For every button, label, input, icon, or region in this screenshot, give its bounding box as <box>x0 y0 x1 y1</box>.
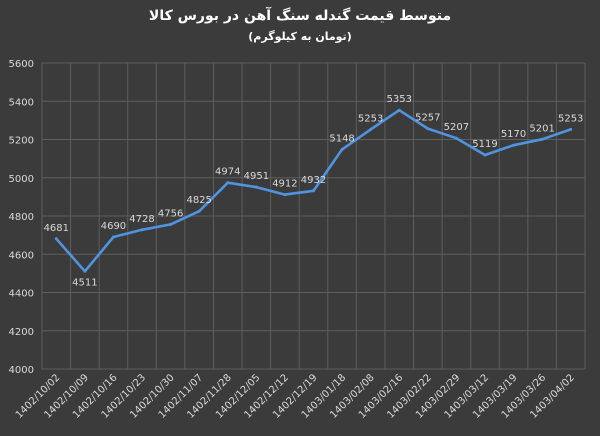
data-label: 4681 <box>44 223 69 234</box>
data-point <box>454 136 458 140</box>
chart-subtitle: (تومان به کیلوگرم) <box>248 30 352 43</box>
data-point <box>569 127 573 131</box>
data-point <box>197 209 201 213</box>
data-point <box>83 269 87 273</box>
data-point <box>140 228 144 232</box>
data-label: 4932 <box>301 175 326 186</box>
y-tick-label: 4400 <box>9 289 34 300</box>
data-point <box>254 185 258 189</box>
data-label: 4825 <box>186 195 211 206</box>
data-point <box>397 108 401 112</box>
data-label: 5201 <box>529 123 554 134</box>
data-label: 5257 <box>415 113 440 124</box>
data-point <box>512 143 516 147</box>
data-label: 4951 <box>244 171 269 182</box>
y-tick-label: 5400 <box>9 97 34 108</box>
data-label: 5253 <box>558 113 583 124</box>
y-tick-label: 5200 <box>9 136 34 147</box>
data-point <box>312 189 315 193</box>
y-tick-label: 4000 <box>9 365 34 376</box>
data-label: 5148 <box>329 133 354 144</box>
data-point <box>340 147 344 151</box>
data-point <box>54 237 58 241</box>
data-label: 4690 <box>101 221 126 232</box>
data-label: 4974 <box>215 167 240 178</box>
data-point <box>226 181 230 185</box>
data-point <box>483 153 487 157</box>
data-point <box>111 235 115 239</box>
y-tick-label: 4800 <box>9 212 34 223</box>
data-label: 5253 <box>358 113 383 124</box>
data-point <box>369 127 373 131</box>
data-point <box>426 127 430 131</box>
data-label: 4912 <box>272 179 297 190</box>
data-point <box>540 137 544 141</box>
data-label: 4728 <box>129 214 154 225</box>
y-tick-label: 4600 <box>9 250 34 261</box>
chart-title: متوسط قیمت گندله سنگ آهن در بورس کالا <box>148 8 452 24</box>
y-tick-label: 4200 <box>9 327 34 338</box>
data-label: 5353 <box>387 94 412 105</box>
data-point <box>169 222 173 226</box>
data-point <box>283 193 287 197</box>
data-label: 4756 <box>158 208 183 219</box>
data-label: 5119 <box>472 139 497 150</box>
data-label: 4511 <box>72 277 97 288</box>
y-tick-label: 5000 <box>9 174 34 185</box>
data-label: 5170 <box>501 129 526 140</box>
y-tick-label: 5600 <box>9 59 34 70</box>
data-label: 5207 <box>444 122 469 133</box>
